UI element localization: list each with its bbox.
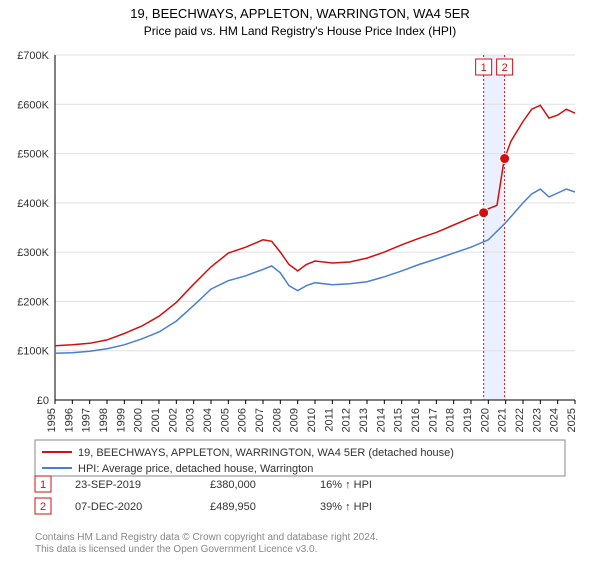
x-tick-label: 1998 [98, 408, 110, 432]
x-tick-label: 2013 [358, 408, 370, 432]
x-tick-label: 2024 [549, 408, 561, 432]
y-tick-label: £500K [17, 149, 49, 161]
legend-label: 19, BEECHWAYS, APPLETON, WARRINGTON, WA4… [78, 447, 454, 459]
transaction-date: 23-SEP-2019 [75, 479, 141, 491]
x-tick-label: 1997 [81, 408, 93, 432]
x-tick-label: 2005 [219, 408, 231, 432]
legend: 19, BEECHWAYS, APPLETON, WARRINGTON, WA4… [35, 440, 565, 476]
x-tick-label: 2022 [514, 408, 526, 432]
marker-number: 1 [481, 62, 487, 74]
x-tick-label: 2021 [497, 408, 509, 432]
x-tick-label: 2003 [185, 408, 197, 432]
x-tick-label: 1995 [46, 408, 58, 432]
price-chart: 19, BEECHWAYS, APPLETON, WARRINGTON, WA4… [0, 0, 600, 560]
transactions-table: 1 23-SEP-2019 £380,000 16% ↑ HPI 2 07-DEC-202… [35, 476, 372, 514]
x-tick-label: 2000 [133, 408, 145, 432]
x-tick-label: 2018 [445, 408, 457, 432]
plot-area: £0 £100K £200K £300K £400K £500K £600K £700K 199… [17, 50, 578, 432]
y-tick-label: £200K [17, 296, 49, 308]
footer-line-1: Contains HM Land Registry data © Crown c… [35, 532, 378, 543]
chart-title-sub: Price paid vs. HM Land Registry's House … [144, 24, 456, 38]
x-tick-label: 2011 [323, 408, 335, 432]
transaction-date: 07-DEC-2020 [75, 501, 142, 513]
x-tick-label: 2004 [202, 408, 214, 432]
footer-line-2: This data is licensed under the Open Gov… [35, 544, 317, 555]
x-tick-label: 2002 [167, 408, 179, 432]
marker-dot [479, 208, 489, 218]
x-tick-label: 2014 [375, 408, 387, 432]
x-tick-label: 2023 [531, 408, 543, 432]
y-tick-label: £400K [17, 198, 49, 210]
legend-label: HPI: Average price, detached house, Warr… [78, 463, 313, 475]
transaction-diff: 39% ↑ HPI [320, 501, 372, 513]
x-tick-label: 2015 [393, 408, 405, 432]
y-tick-label: £300K [17, 247, 49, 259]
x-tick-label: 1999 [115, 408, 127, 432]
x-tick-label: 2017 [427, 408, 439, 432]
y-tick-label: £700K [17, 50, 49, 62]
x-tick-label: 1996 [63, 408, 75, 432]
marker-number: 2 [502, 62, 508, 74]
x-tick-label: 2010 [306, 408, 318, 432]
y-tick-label: £100K [17, 346, 49, 358]
x-tick-label: 2020 [479, 408, 491, 432]
transaction-price: £489,950 [210, 501, 256, 513]
transaction-marker-num: 1 [40, 479, 46, 491]
marker-dot [500, 154, 510, 164]
transaction-marker-num: 2 [40, 501, 46, 513]
x-tick-label: 2019 [462, 408, 474, 432]
x-tick-label: 2008 [271, 408, 283, 432]
transaction-diff: 16% ↑ HPI [320, 479, 372, 491]
x-tick-label: 2016 [410, 408, 422, 432]
chart-title-main: 19, BEECHWAYS, APPLETON, WARRINGTON, WA4… [130, 6, 470, 21]
x-tick-label: 2006 [237, 408, 249, 432]
transaction-price: £380,000 [210, 479, 256, 491]
x-tick-label: 2009 [289, 408, 301, 432]
x-tick-label: 2007 [254, 408, 266, 432]
x-tick-label: 2001 [150, 408, 162, 432]
y-tick-label: £600K [17, 99, 49, 111]
y-tick-label: £0 [37, 395, 49, 407]
x-tick-label: 2025 [566, 408, 578, 432]
x-tick-label: 2012 [341, 408, 353, 432]
